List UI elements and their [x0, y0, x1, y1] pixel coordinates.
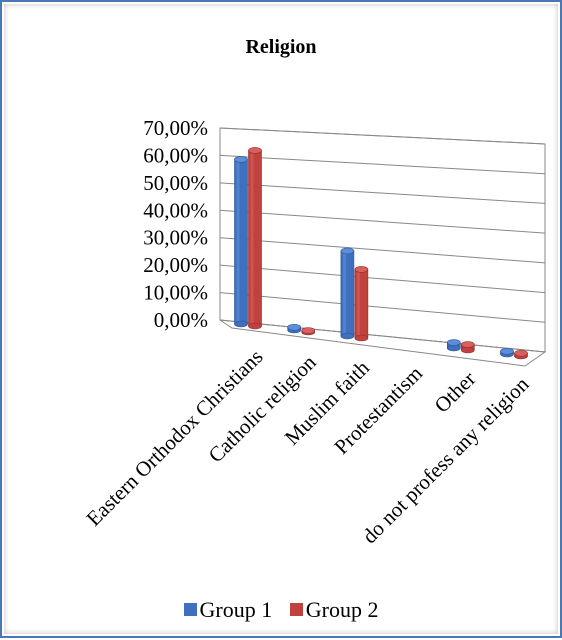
y-tick-label: 0,00%: [154, 308, 208, 332]
gridline: [219, 292, 546, 323]
y-tick-label: 60,00%: [143, 143, 208, 167]
bar-series-1-3: [340, 247, 355, 340]
bar-series-1-5: [446, 339, 461, 352]
bar-series-2-2: [301, 327, 316, 336]
legend-swatch-series-1: [183, 603, 197, 616]
y-tick-label: 30,00%: [143, 226, 208, 250]
gridlines: [219, 127, 546, 353]
legend-item-series-2: Group 2: [289, 596, 379, 623]
legend-item-series-1: Group 1: [183, 596, 273, 623]
bar-series-1-2: [287, 323, 302, 334]
gridline: [219, 182, 546, 204]
gridline: [219, 264, 546, 294]
legend: Group 1 Group 2: [2, 596, 560, 623]
bar-series-1-6: [500, 347, 514, 358]
gridline: [219, 209, 546, 234]
gridline: [219, 154, 546, 175]
y-tick-label: 20,00%: [143, 253, 208, 277]
y-tick-label: 50,00%: [143, 171, 208, 195]
legend-label-series-2: Group 2: [305, 596, 379, 622]
legend-swatch-series-2: [289, 603, 303, 616]
bar-series-2-3: [354, 266, 369, 342]
bar-series-2-5: [460, 341, 475, 354]
gridline: [219, 237, 546, 264]
chart-walls: [219, 127, 547, 367]
chart-title: Religion: [245, 36, 317, 58]
bar-series-2-1: [248, 147, 262, 330]
gridline: [219, 319, 546, 353]
y-tick-label: 10,00%: [143, 281, 208, 305]
bar-series-2-6: [514, 349, 528, 360]
bars: [234, 147, 528, 360]
y-tick-label: 40,00%: [143, 198, 208, 222]
gridline: [219, 127, 546, 145]
y-tick-label: 70,00%: [143, 116, 208, 140]
y-axis-tick-labels: 0,00% 10,00% 20,00% 30,00% 40,00% 50,00% 60,00…: [143, 116, 208, 332]
category-label-5: Other: [430, 367, 481, 418]
bar-series-1-1: [234, 156, 248, 328]
back-wall: [219, 127, 546, 353]
legend-label-series-1: Group 1: [199, 596, 273, 622]
